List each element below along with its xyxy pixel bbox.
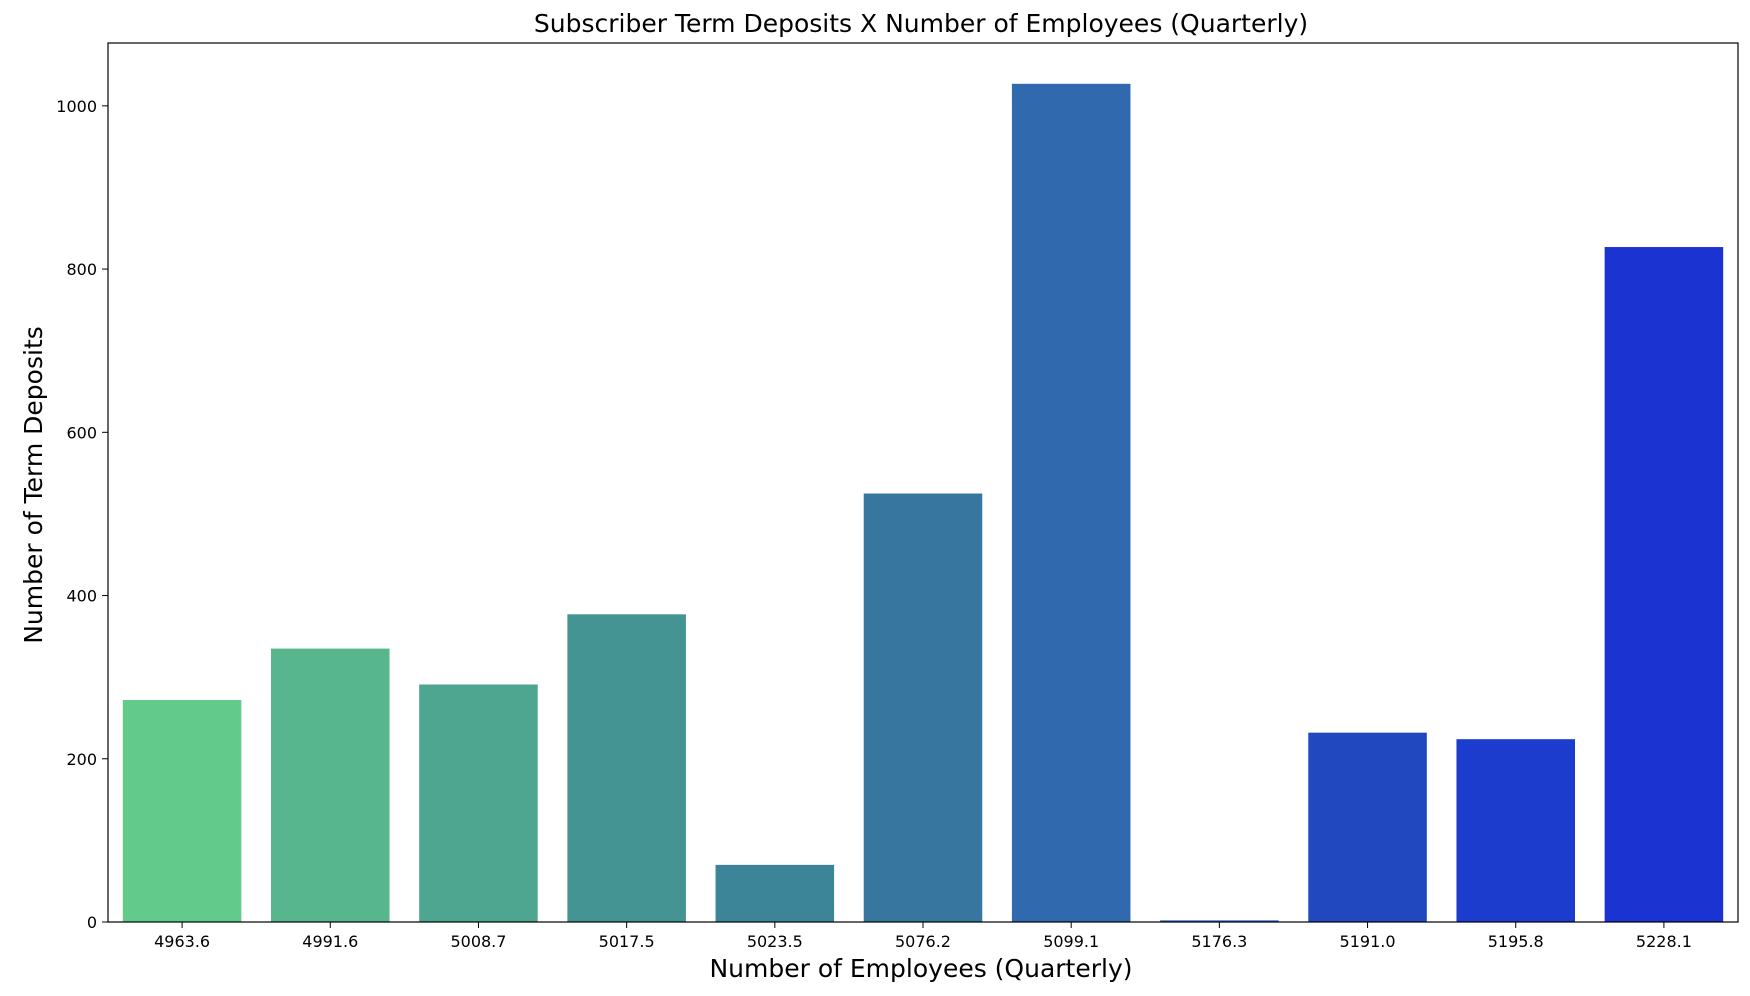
x-tick-label: 5099.1	[1043, 932, 1099, 951]
bar-5228.1	[1604, 247, 1724, 922]
plot-frame	[107, 42, 1739, 923]
y-tick-label: 1000	[56, 97, 97, 116]
y-tick-label: 200	[66, 750, 97, 769]
y-axis-label: Number of Term Deposits	[19, 326, 48, 644]
x-tick-label: 5023.5	[747, 932, 803, 951]
bar-4963.6	[122, 700, 242, 922]
y-tick-label: 0	[87, 913, 97, 932]
bar-5191.0	[1308, 732, 1427, 922]
bar-5195.8	[1456, 739, 1575, 922]
x-tick-label: 4963.6	[154, 932, 210, 951]
x-tick-label: 4991.6	[302, 932, 358, 951]
x-tick-label: 5191.0	[1340, 932, 1396, 951]
x-tick-label: 5076.2	[895, 932, 951, 951]
chart-title: Subscriber Term Deposits X Number of Emp…	[534, 9, 1308, 38]
bar-5008.7	[419, 684, 538, 922]
y-tick-label: 600	[66, 423, 97, 442]
y-axis: 0 200 400 600 800 1000	[56, 97, 108, 932]
x-tick-label: 5195.8	[1488, 932, 1544, 951]
y-tick-label: 800	[66, 260, 97, 279]
bar-5099.1	[1011, 83, 1131, 922]
y-tick-label: 400	[66, 587, 97, 606]
bars-group	[122, 83, 1724, 922]
x-tick-label: 5017.5	[599, 932, 655, 951]
x-tick-label: 5228.1	[1636, 932, 1692, 951]
bar-5023.5	[715, 864, 835, 922]
bar-5176.3	[1160, 920, 1279, 922]
x-axis: 4963.6 4991.6 5008.7 5017.5 5023.5 5076.2 5099…	[154, 922, 1692, 951]
bar-5076.2	[863, 493, 983, 922]
x-axis-label: Number of Employees (Quarterly)	[709, 954, 1132, 983]
bar-5017.5	[567, 614, 686, 922]
x-tick-label: 5008.7	[450, 932, 506, 951]
bar-4991.6	[271, 648, 390, 922]
x-tick-label: 5176.3	[1191, 932, 1247, 951]
